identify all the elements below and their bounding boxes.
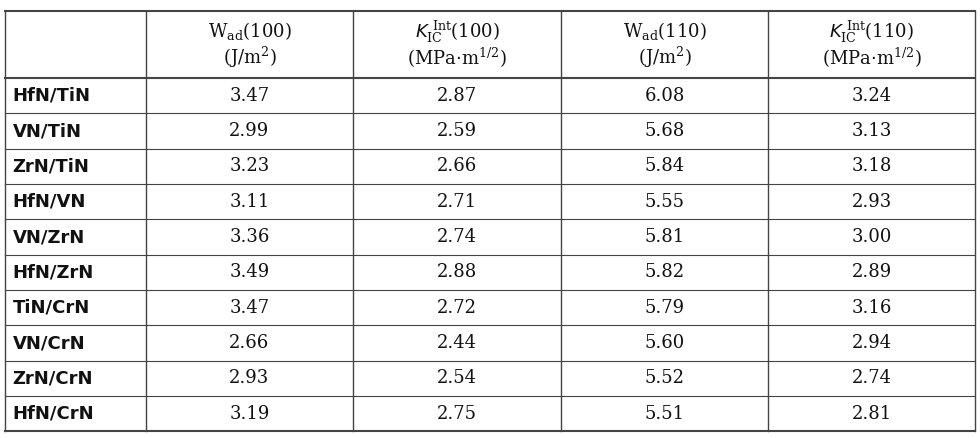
Text: $K_{\mathregular{IC}}^{\mathregular{\ Int}}$(100): $K_{\mathregular{IC}}^{\mathregular{\ In… — [415, 18, 500, 45]
Text: 3.49: 3.49 — [229, 263, 270, 282]
Text: 2.81: 2.81 — [852, 405, 892, 423]
Text: 5.52: 5.52 — [645, 369, 685, 388]
Text: 2.74: 2.74 — [437, 228, 477, 246]
Text: (MPa$\cdot$m$^{\mathregular{1/2}}$): (MPa$\cdot$m$^{\mathregular{1/2}}$) — [822, 46, 921, 70]
Text: TiN/CrN: TiN/CrN — [13, 299, 90, 317]
Text: 2.99: 2.99 — [229, 122, 270, 140]
Text: 3.47: 3.47 — [229, 299, 270, 317]
Text: 6.08: 6.08 — [645, 87, 685, 105]
Text: 3.36: 3.36 — [229, 228, 270, 246]
Text: 5.82: 5.82 — [645, 263, 685, 282]
Text: HfN/ZrN: HfN/ZrN — [13, 263, 94, 282]
Text: HfN/TiN: HfN/TiN — [13, 87, 91, 105]
Text: 3.47: 3.47 — [229, 87, 270, 105]
Text: (J/m$^{\mathregular{2}}$): (J/m$^{\mathregular{2}}$) — [222, 45, 276, 70]
Text: 3.24: 3.24 — [852, 87, 892, 105]
Text: 5.60: 5.60 — [645, 334, 685, 352]
Text: 2.66: 2.66 — [229, 334, 270, 352]
Text: HfN/CrN: HfN/CrN — [13, 405, 94, 423]
Text: 3.18: 3.18 — [852, 157, 892, 176]
Text: 5.84: 5.84 — [645, 157, 685, 176]
Text: 2.94: 2.94 — [852, 334, 892, 352]
Text: 2.87: 2.87 — [437, 87, 477, 105]
Text: 3.23: 3.23 — [229, 157, 270, 176]
Text: 2.54: 2.54 — [437, 369, 477, 388]
Text: 3.16: 3.16 — [852, 299, 892, 317]
Text: (J/m$^{\mathregular{2}}$): (J/m$^{\mathregular{2}}$) — [638, 45, 692, 70]
Text: VN/TiN: VN/TiN — [13, 122, 81, 140]
Text: 3.11: 3.11 — [229, 193, 270, 211]
Text: 2.93: 2.93 — [229, 369, 270, 388]
Text: 2.74: 2.74 — [852, 369, 892, 388]
Text: 2.88: 2.88 — [437, 263, 477, 282]
Text: 2.44: 2.44 — [437, 334, 477, 352]
Text: 3.19: 3.19 — [229, 405, 270, 423]
Text: ZrN/TiN: ZrN/TiN — [13, 157, 89, 176]
Text: 2.93: 2.93 — [852, 193, 892, 211]
Text: VN/CrN: VN/CrN — [13, 334, 85, 352]
Text: 2.71: 2.71 — [437, 193, 477, 211]
Text: 2.75: 2.75 — [437, 405, 477, 423]
Text: 2.72: 2.72 — [437, 299, 477, 317]
Text: 2.89: 2.89 — [852, 263, 892, 282]
Text: 5.79: 5.79 — [645, 299, 685, 317]
Text: 2.59: 2.59 — [437, 122, 477, 140]
Text: ZrN/CrN: ZrN/CrN — [13, 369, 93, 388]
Text: $K_{\mathregular{IC}}^{\mathregular{\ Int}}$(110): $K_{\mathregular{IC}}^{\mathregular{\ In… — [829, 18, 914, 45]
Text: 3.00: 3.00 — [852, 228, 892, 246]
Text: 5.68: 5.68 — [645, 122, 685, 140]
Text: 5.55: 5.55 — [645, 193, 685, 211]
Text: W$_{\mathregular{ad}}$(110): W$_{\mathregular{ad}}$(110) — [622, 21, 707, 42]
Text: (MPa$\cdot$m$^{\mathregular{1/2}}$): (MPa$\cdot$m$^{\mathregular{1/2}}$) — [407, 46, 507, 70]
Text: 2.66: 2.66 — [437, 157, 477, 176]
Text: HfN/VN: HfN/VN — [13, 193, 86, 211]
Text: W$_{\mathregular{ad}}$(100): W$_{\mathregular{ad}}$(100) — [208, 21, 291, 42]
Text: VN/ZrN: VN/ZrN — [13, 228, 85, 246]
Text: 5.51: 5.51 — [645, 405, 685, 423]
Text: 3.13: 3.13 — [852, 122, 892, 140]
Text: 5.81: 5.81 — [645, 228, 685, 246]
